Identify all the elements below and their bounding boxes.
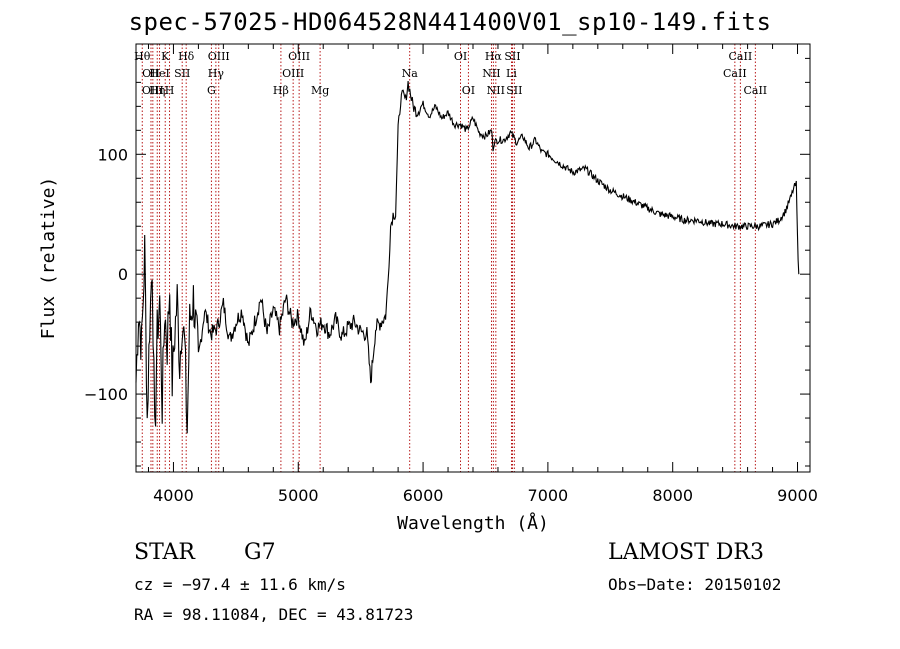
line-marker-label-8: Hδ: [178, 50, 195, 63]
line-marker-label-9: G: [207, 84, 216, 97]
line-marker-label-6: H: [165, 84, 175, 97]
object-class: STAR: [134, 540, 195, 565]
survey-name: LAMOST DR3: [608, 540, 764, 565]
ra-dec: RA = 98.11084, DEC = 43.81723: [134, 605, 414, 624]
line-marker-label-2: OIII: [142, 84, 164, 97]
line-marker-label-22: Li: [506, 67, 517, 80]
line-marker-label-27: CaII: [743, 84, 767, 97]
x-tick-label-5: 9000: [777, 486, 818, 505]
line-marker-label-14: OIII: [288, 50, 310, 63]
line-marker-label-7: SII: [174, 67, 190, 80]
y-tick-label-0: −100: [84, 385, 128, 404]
line-marker-label-12: Hβ: [273, 84, 289, 97]
line-marker-label-4: HeI: [149, 67, 169, 80]
line-marker-labels: HθOIIOIIIHηHeIKHSIIHδGHγOIIIHβOIIIOIIIMg…: [134, 50, 767, 97]
line-marker-label-17: OI: [454, 50, 467, 63]
line-marker-label-11: OIII: [208, 50, 230, 63]
line-marker-label-1: OII: [142, 67, 160, 80]
y-tick-label-2: 100: [97, 145, 128, 164]
line-marker-label-20: Hα: [485, 50, 503, 63]
line-marker-label-25: CaII: [723, 67, 747, 80]
chart-title: spec-57025-HD064528N441400V01_sp10-149.f…: [128, 8, 772, 36]
x-axis-label: Wavelength (Å): [397, 512, 549, 534]
line-marker-label-26: CaII: [729, 50, 753, 63]
line-marker-label-21: NII: [487, 84, 505, 97]
x-tick-label-2: 6000: [403, 486, 444, 505]
y-tick-label-1: 0: [118, 265, 128, 284]
line-marker-label-24: SII: [506, 84, 522, 97]
redshift-cz: cz = −97.4 ± 11.6 km/s: [134, 575, 346, 594]
plot-frame: [135, 43, 811, 473]
line-marker-label-18: OI: [462, 84, 475, 97]
line-markers: [141, 44, 756, 472]
line-marker-label-0: Hθ: [134, 50, 151, 63]
line-marker-label-13: OIII: [282, 67, 304, 80]
x-tick-label-3: 7000: [528, 486, 569, 505]
x-tick-label-1: 5000: [278, 486, 319, 505]
line-marker-label-15: Mg: [311, 84, 329, 97]
line-marker-label-10: Hγ: [208, 67, 225, 80]
line-marker-label-16: Na: [402, 67, 419, 80]
x-tick-label-4: 8000: [652, 486, 693, 505]
line-marker-label-5: K: [161, 50, 170, 63]
line-marker-label-3: Hη: [149, 84, 165, 97]
axis-ticks: 4000 5000 6000 7000 8000 9000 −100 0 100: [84, 44, 818, 505]
spectrum-line: [135, 80, 800, 434]
x-tick-label-0: 4000: [153, 486, 194, 505]
observation-date: Obs−Date: 20150102: [608, 575, 782, 594]
y-axis-label: Flux (relative): [38, 177, 59, 340]
line-marker-label-19: NII: [482, 67, 500, 80]
line-marker-label-23: SII: [504, 50, 520, 63]
object-subclass: G7: [244, 540, 276, 565]
